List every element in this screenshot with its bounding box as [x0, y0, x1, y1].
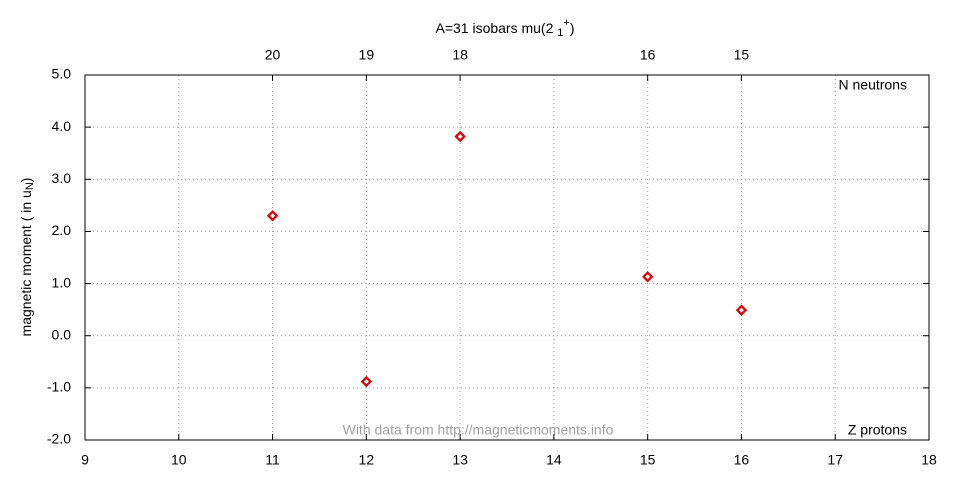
x-tick-label: 12 [359, 452, 375, 468]
title-superscript: + [563, 17, 569, 29]
title-part: ) [570, 20, 575, 36]
y-tick-label: 0.0 [52, 326, 72, 342]
x-tick-label: 14 [546, 452, 562, 468]
watermark: With data from http://magneticmoments.in… [343, 422, 614, 438]
point-inner [457, 134, 463, 140]
x2-tick-label: 19 [359, 47, 375, 63]
title-subscript: 1 [557, 27, 563, 39]
x2-tick-label: 16 [640, 47, 656, 63]
annotation: Z protons [848, 422, 907, 438]
y-tick-label: 2.0 [52, 222, 72, 238]
x-tick-label: 10 [171, 452, 187, 468]
x2-tick-label: 18 [452, 47, 468, 63]
x-tick-label: 11 [265, 452, 280, 468]
y-tick-label: 3.0 [52, 170, 72, 186]
x-tick-label: 16 [734, 452, 750, 468]
point-inner [363, 379, 369, 385]
x-tick-label: 17 [827, 452, 843, 468]
point-inner [645, 274, 651, 280]
y-tick-label: 4.0 [52, 118, 72, 134]
annotation: N neutrons [839, 77, 907, 93]
chart-title: A=31 isobars mu(2 1+) [435, 17, 574, 39]
y-label-subscript: N [24, 182, 36, 190]
x2-tick-label: 20 [265, 47, 281, 63]
x-tick-label: 13 [452, 452, 468, 468]
y-label-part: ) [18, 178, 34, 183]
y-tick-label: -1.0 [47, 379, 71, 395]
y-tick-label: 5.0 [52, 66, 72, 82]
x-tick-label: 9 [81, 452, 89, 468]
point-inner [738, 307, 744, 313]
y-axis-label: magnetic moment ( in uN) [18, 178, 36, 337]
x-tick-label: 15 [640, 452, 656, 468]
point-inner [270, 213, 276, 219]
x2-tick-label: 15 [734, 47, 750, 63]
y-tick-label: -2.0 [47, 431, 71, 447]
x-tick-label: 18 [921, 452, 937, 468]
y-tick-label: 1.0 [52, 274, 72, 290]
plot-frame [84, 74, 930, 441]
y-label-part: magnetic moment ( in u [18, 190, 34, 336]
title-part: A=31 isobars mu(2 [435, 20, 557, 36]
